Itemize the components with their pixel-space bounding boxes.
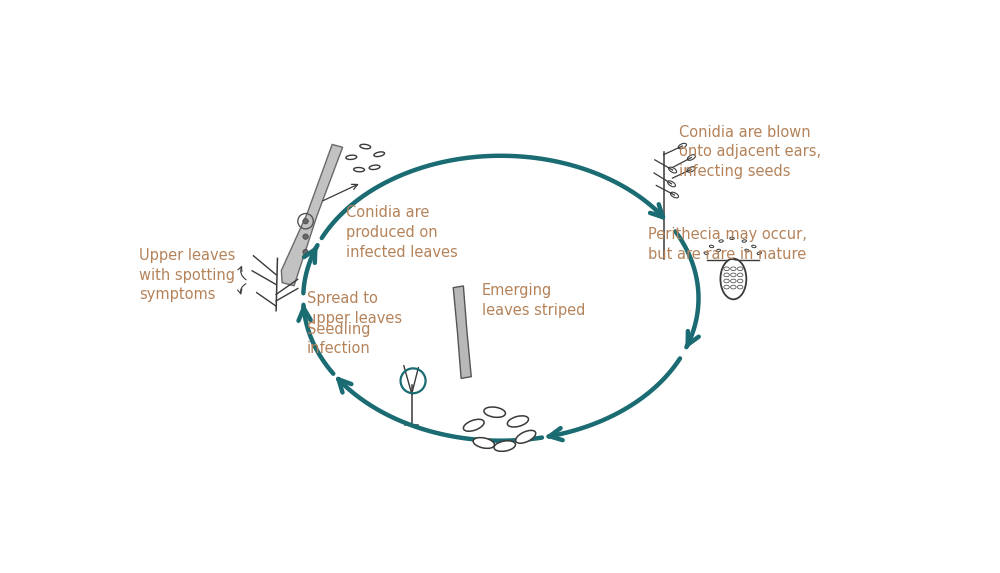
Text: Spread to
upper leaves: Spread to upper leaves — [307, 291, 402, 325]
Circle shape — [303, 234, 308, 240]
Text: Emerging
leaves striped: Emerging leaves striped — [482, 283, 585, 318]
Circle shape — [303, 218, 308, 224]
Circle shape — [303, 249, 308, 255]
Text: Conidia are blown
onto adjacent ears,
infecting seeds: Conidia are blown onto adjacent ears, in… — [679, 124, 821, 179]
Ellipse shape — [484, 407, 505, 417]
Ellipse shape — [507, 416, 528, 427]
Ellipse shape — [463, 419, 484, 431]
Polygon shape — [281, 144, 343, 286]
Ellipse shape — [494, 441, 515, 452]
Text: Upper leaves
with spotting
symptoms: Upper leaves with spotting symptoms — [139, 248, 235, 303]
Text: Perithecia may occur,
but are rare in nature: Perithecia may occur, but are rare in na… — [648, 227, 807, 262]
Ellipse shape — [720, 258, 746, 299]
Ellipse shape — [473, 438, 494, 448]
Text: Conidia are
produced on
infected leaves: Conidia are produced on infected leaves — [346, 206, 458, 260]
Ellipse shape — [516, 430, 536, 444]
Polygon shape — [453, 286, 471, 378]
Text: Seedling
infection: Seedling infection — [307, 321, 371, 356]
